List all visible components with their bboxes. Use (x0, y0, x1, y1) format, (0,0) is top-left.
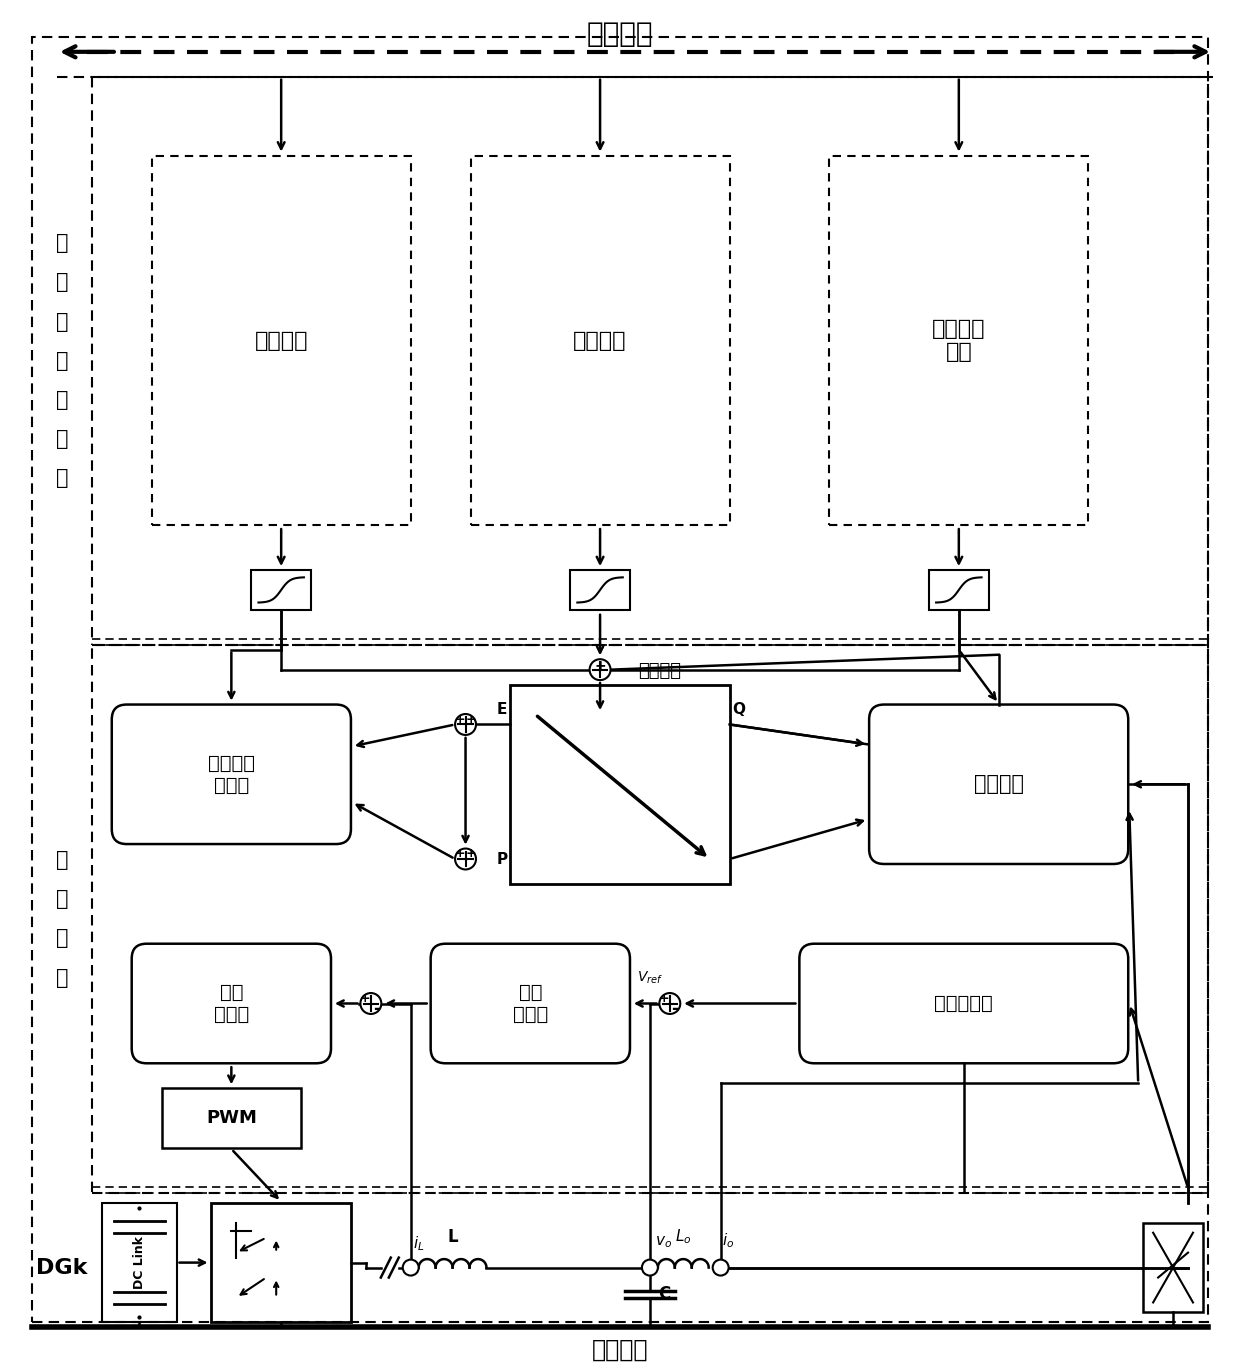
Text: 虚拟阻抗环: 虚拟阻抗环 (935, 994, 993, 1013)
Polygon shape (511, 685, 729, 884)
Polygon shape (212, 1203, 351, 1322)
FancyBboxPatch shape (800, 943, 1128, 1064)
Circle shape (713, 1259, 729, 1275)
Polygon shape (929, 570, 988, 610)
Circle shape (361, 992, 382, 1014)
Text: $i_o$: $i_o$ (723, 1230, 735, 1249)
Text: E: E (497, 703, 507, 718)
Circle shape (660, 992, 681, 1014)
Text: +: + (455, 848, 465, 860)
Text: +: + (455, 712, 465, 726)
FancyBboxPatch shape (430, 943, 630, 1064)
Text: -: - (373, 999, 379, 1018)
Circle shape (455, 714, 476, 735)
Text: 微网总线: 微网总线 (591, 1337, 649, 1362)
Text: 电压控制: 电压控制 (573, 331, 626, 351)
Text: $i_L$: $i_L$ (413, 1234, 425, 1252)
Circle shape (642, 1259, 658, 1275)
Text: +: + (360, 992, 371, 1005)
Text: $L_o$: $L_o$ (675, 1228, 692, 1245)
Text: P: P (496, 852, 507, 867)
Text: +: + (594, 659, 606, 673)
Text: $V_{ref}$: $V_{ref}$ (637, 969, 663, 986)
Text: 电流
控制环: 电流 控制环 (213, 983, 249, 1024)
Polygon shape (1143, 1222, 1203, 1312)
Polygon shape (161, 1088, 301, 1148)
Text: +: + (465, 712, 476, 726)
Text: Q: Q (733, 703, 745, 718)
Polygon shape (252, 570, 311, 610)
FancyBboxPatch shape (112, 704, 351, 843)
Polygon shape (102, 1203, 176, 1322)
FancyBboxPatch shape (131, 943, 331, 1064)
Text: PWM: PWM (206, 1109, 257, 1128)
Text: 一
次
控
制: 一 次 控 制 (56, 850, 68, 987)
Polygon shape (570, 570, 630, 610)
Text: 参考电压
控制环: 参考电压 控制环 (208, 753, 255, 794)
Text: +: + (658, 992, 670, 1005)
Text: DGk: DGk (36, 1258, 88, 1278)
Circle shape (589, 659, 610, 681)
Text: DC Link: DC Link (133, 1236, 145, 1289)
Text: +: + (465, 848, 476, 860)
FancyBboxPatch shape (869, 704, 1128, 864)
Circle shape (403, 1259, 419, 1275)
Text: 无功功率
分配: 无功功率 分配 (932, 320, 986, 362)
Text: 电压
控制环: 电压 控制环 (512, 983, 548, 1024)
Text: C: C (658, 1285, 670, 1304)
Text: 功率计算: 功率计算 (973, 774, 1024, 794)
Text: 通信链路: 通信链路 (587, 21, 653, 48)
Text: $v_o$: $v_o$ (655, 1234, 672, 1249)
Circle shape (455, 849, 476, 869)
Text: 下垂控制: 下垂控制 (639, 662, 681, 679)
Text: -: - (672, 999, 678, 1018)
Text: 频率控制: 频率控制 (254, 331, 308, 351)
Text: L: L (448, 1228, 458, 1245)
Text: 分
布
式
二
次
控
制: 分 布 式 二 次 控 制 (56, 234, 68, 488)
